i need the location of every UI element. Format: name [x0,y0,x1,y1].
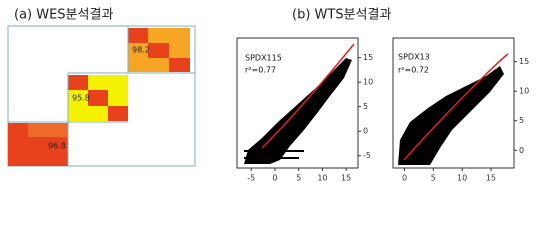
cell [68,75,88,90]
panel-title: (b) WTS분석결과 [292,8,391,23]
x-tick-label: 0 [272,174,277,183]
point-cloud [398,66,504,165]
cell [108,106,128,121]
y-tick-label: 0 [363,127,368,136]
y-tick-label: 0 [519,146,524,155]
plot-frame [236,37,359,169]
sample-label: SPDX13 [398,53,430,62]
x-tick-label: 15 [341,174,351,183]
cell [169,58,190,72]
point-cloud [244,157,299,159]
point-cloud [244,58,352,164]
x-tick-label: 10 [457,174,467,183]
plot-frame [392,37,515,169]
fit-line [403,53,509,161]
sample-label: SPDX115 [245,54,282,63]
y-tick-label: 5 [519,116,524,125]
y-tick-label: 15 [519,57,529,66]
r2-label: r²=0.77 [245,66,276,75]
cell-value: 96.8 [48,142,66,151]
y-tick-label: 5 [363,102,368,111]
y-tick-label: 15 [363,53,373,62]
x-tick-label: 10 [317,174,327,183]
scatter-plot: SPDX115 r²=0.77 [236,37,359,169]
x-tick-label: 5 [431,174,436,183]
x-tick-label: 15 [486,174,496,183]
cell [128,28,148,43]
y-tick-label: -5 [363,151,371,160]
x-tick-label: 5 [296,174,301,183]
fit-line [261,43,355,149]
y-tick-label: 10 [519,87,529,96]
figure: (a) WES분석결과 (b) WTS분석결과 98.2 95.8 96.8 S… [7,8,529,183]
r2-label: r²=0.72 [398,66,429,75]
scatter-plot: SPDX13 r²=0.72 [392,37,515,169]
panel-title: (a) WES분석결과 [14,8,113,23]
cell [28,123,68,137]
heatmap: 98.2 95.8 96.8 [7,25,196,167]
x-tick-label: -5 [247,174,255,183]
cell [148,43,169,58]
cell-value: 98.2 [132,46,150,55]
x-tick-label: 0 [402,174,407,183]
cell [88,90,108,106]
y-tick-label: 10 [363,78,373,87]
point-cloud [244,150,304,152]
cell-value: 95.8 [72,94,90,103]
